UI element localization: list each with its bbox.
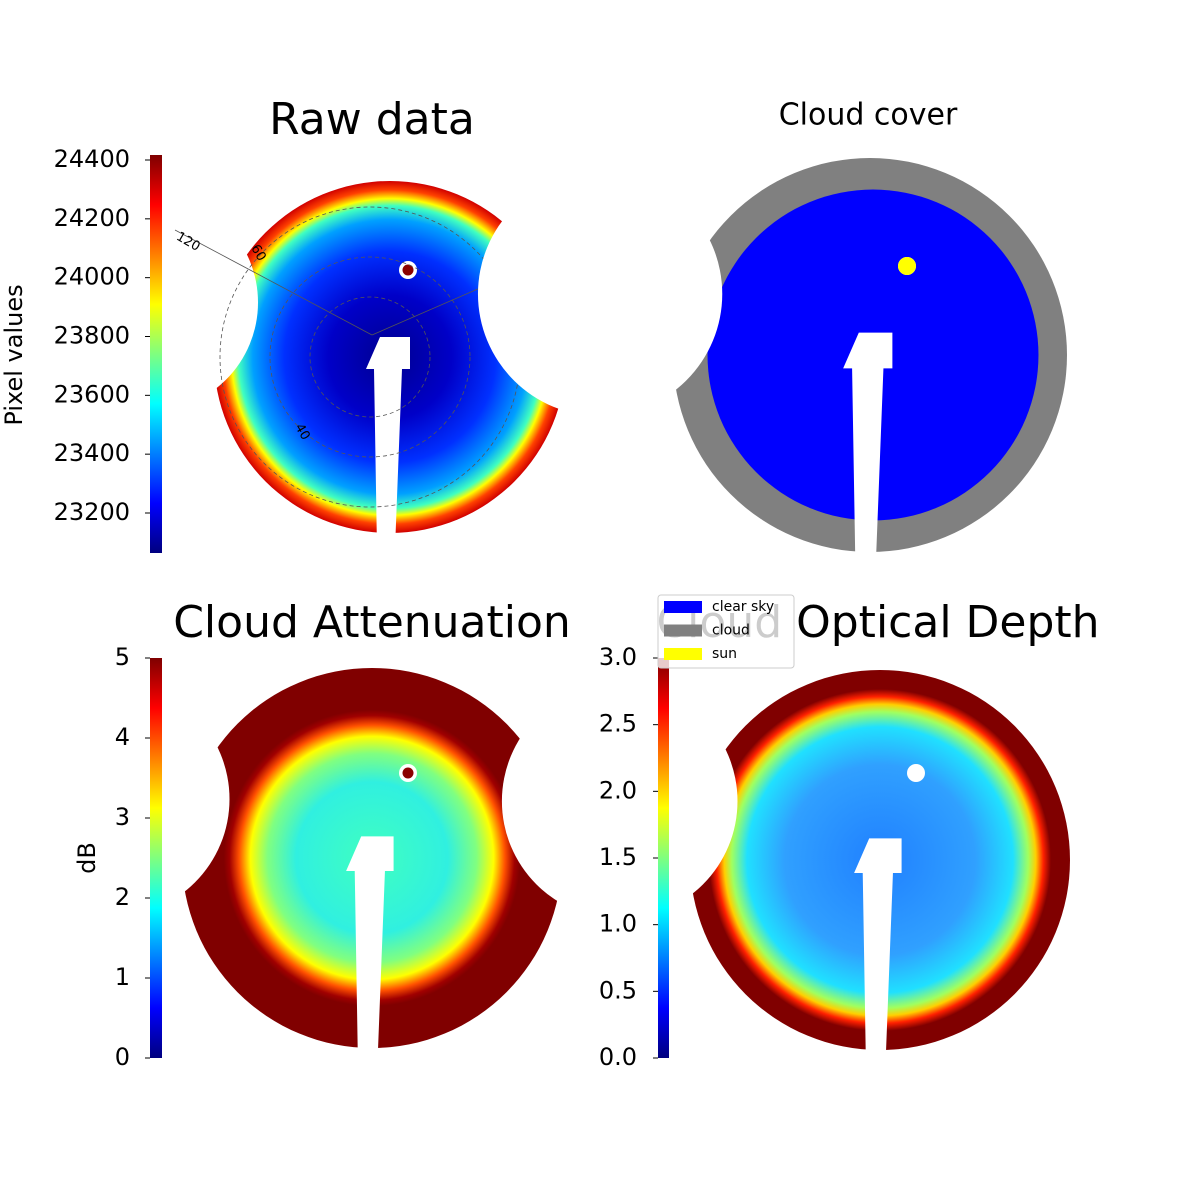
colorbar-tick-label: 24000 <box>54 263 130 291</box>
panel: Cloud Attenuation 0 1 2 3 4 5 dB <box>0 597 571 1071</box>
legend-label: sun <box>712 646 737 662</box>
colorbar-tick-label: 23600 <box>54 380 130 408</box>
colorbar-tick-label: 0.5 <box>599 976 637 1004</box>
polar-grid <box>269 256 471 458</box>
sun <box>910 767 922 779</box>
colorbar-tick-label: 23800 <box>54 321 130 349</box>
legend-swatch <box>664 648 702 660</box>
panel-title: Cloud Attenuation <box>173 597 571 648</box>
colorbar-tick-label: 2.0 <box>599 776 637 804</box>
colorbar-tick-label: 5 <box>115 643 130 671</box>
legend-swatch <box>664 624 702 637</box>
polar-grid <box>309 296 431 418</box>
colorbar-tick-label: 23200 <box>54 498 130 526</box>
polar-grid <box>174 229 373 336</box>
notch-mask <box>501 683 738 919</box>
notch-mask <box>39 193 258 412</box>
pole-mask <box>854 838 902 1068</box>
colorbar-tick-label: 3 <box>115 803 130 831</box>
sun <box>402 264 414 276</box>
colorbar <box>150 658 162 1058</box>
polar-label: 40 <box>291 421 312 443</box>
panel: Cloud cover <box>477 98 1067 570</box>
colorbar <box>150 155 162 553</box>
notch-mask <box>0 681 230 917</box>
panel-title: Cloud cover <box>779 98 958 133</box>
sun <box>402 767 414 779</box>
colorbar-label: dB <box>73 842 101 874</box>
colorbar-tick-label: 4 <box>115 723 130 751</box>
colorbar-tick-label: 0 <box>115 1043 130 1071</box>
colorbar-tick-label: 1.5 <box>599 843 637 871</box>
legend-swatch <box>664 601 702 613</box>
legend-label: cloud <box>712 623 750 639</box>
pole-mask <box>366 337 410 549</box>
colorbar-tick-label: 1 <box>115 963 130 991</box>
panel-title: Raw data <box>269 94 475 145</box>
legend: clear sky cloud sun <box>657 594 795 669</box>
pole-mask <box>346 836 394 1066</box>
colorbar-tick-label: 23400 <box>54 439 130 467</box>
colorbar-tick-label: 3.0 <box>599 643 637 671</box>
colorbar-tick-label: 1.0 <box>599 910 637 938</box>
legend-label: clear sky <box>712 599 774 615</box>
colorbar-tick-label: 2.5 <box>599 710 637 738</box>
pole-mask <box>843 332 893 570</box>
colorbar <box>658 658 669 1058</box>
notch-mask <box>477 171 723 417</box>
colorbar-tick-label: 24400 <box>54 145 130 173</box>
colorbar-label: Pixel values <box>0 284 28 425</box>
polar-label: 60 <box>247 242 268 264</box>
colorbar-tick-label: 2 <box>115 883 130 911</box>
colorbar-tick-label: 24200 <box>54 204 130 232</box>
colorbar-tick-label: 0.0 <box>599 1043 637 1071</box>
sun <box>898 257 916 275</box>
